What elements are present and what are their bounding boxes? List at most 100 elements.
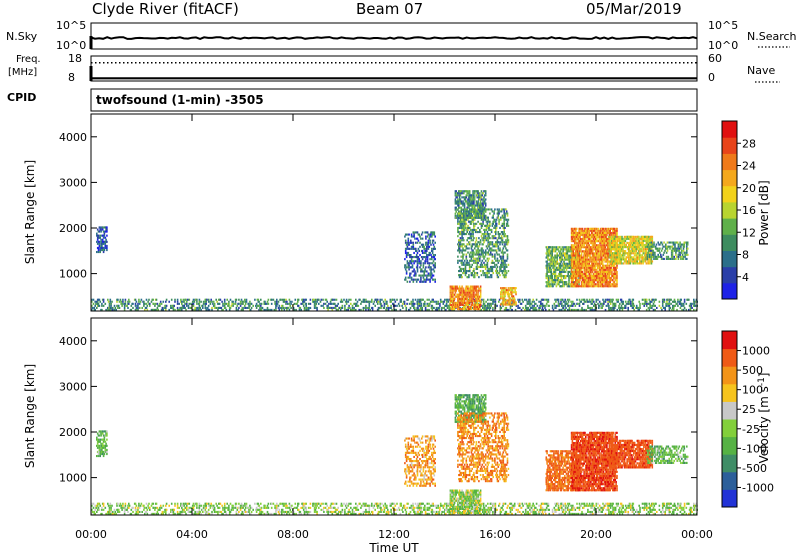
rti-cell xyxy=(429,254,431,256)
rti-cell xyxy=(483,210,485,212)
rti-cell xyxy=(664,299,666,301)
rti-cell xyxy=(395,305,397,307)
rti-cell xyxy=(415,242,417,244)
rti-cell xyxy=(421,234,423,236)
rti-cell xyxy=(429,252,431,254)
rti-cell xyxy=(565,275,567,277)
rti-cell xyxy=(548,279,550,281)
rti-cell xyxy=(240,303,242,305)
rti-cell xyxy=(454,308,456,310)
rti-cell xyxy=(146,303,148,305)
rti-cell xyxy=(473,290,475,292)
rti-cell xyxy=(147,305,149,307)
rti-cell xyxy=(590,307,592,309)
rti-cell xyxy=(642,299,644,301)
rti-cell xyxy=(472,298,474,300)
rti-cell xyxy=(486,229,488,231)
rti-cell xyxy=(125,299,127,301)
rti-cell xyxy=(159,303,161,305)
rti-cell xyxy=(586,244,588,246)
rti-cell xyxy=(485,215,487,217)
rti-cell xyxy=(564,248,566,250)
rti-cell xyxy=(459,296,461,298)
rti-cell xyxy=(501,208,503,210)
rti-cell xyxy=(455,190,457,192)
rti-cell xyxy=(578,238,580,240)
rti-cell xyxy=(413,231,415,233)
rti-cell xyxy=(493,221,495,223)
rti-cell xyxy=(466,292,468,294)
rti-cell xyxy=(669,301,671,303)
rti-cell xyxy=(507,213,509,215)
rti-cell xyxy=(567,303,569,305)
rti-cell xyxy=(418,258,420,260)
rti-cell xyxy=(418,275,420,277)
rti-cell xyxy=(546,269,548,271)
rti-cell xyxy=(566,269,568,271)
rti-cell xyxy=(560,257,562,259)
rti-cell xyxy=(492,241,494,243)
rti-cell xyxy=(155,303,157,305)
rti-cell xyxy=(417,299,419,301)
rti-cell xyxy=(576,299,578,301)
rti-cell xyxy=(502,266,504,268)
rti-cell xyxy=(487,299,489,301)
rti-cell xyxy=(512,289,514,291)
rti-cell xyxy=(471,235,473,237)
rti-cell xyxy=(581,269,583,271)
rti-cell xyxy=(422,250,424,252)
rti-cell xyxy=(476,209,478,211)
rti-cell xyxy=(494,264,496,266)
rti-cell xyxy=(514,299,516,301)
rti-cell xyxy=(248,307,250,309)
rti-cell xyxy=(492,272,494,274)
rti-cell xyxy=(496,219,498,221)
rti-cell xyxy=(425,244,427,246)
rti-cell xyxy=(357,301,359,303)
rti-cell xyxy=(298,299,300,301)
rti-cell xyxy=(409,275,411,277)
rti-cell xyxy=(469,200,471,202)
rti-cell xyxy=(459,215,461,217)
rti-cell xyxy=(434,258,436,260)
rti-cell xyxy=(501,260,503,262)
rti-cell xyxy=(417,260,419,262)
rti-cell xyxy=(585,257,587,259)
rti-cell xyxy=(607,230,609,232)
rti-cell xyxy=(504,227,506,229)
rti-cell xyxy=(136,301,138,303)
rti-cell xyxy=(118,305,120,307)
rti-cell xyxy=(598,248,600,250)
rti-cell xyxy=(474,308,476,310)
rti-cell xyxy=(181,307,183,309)
rti-cell xyxy=(466,296,468,298)
rti-cell xyxy=(471,304,473,306)
rti-cell xyxy=(480,210,482,212)
rti-cell xyxy=(473,194,475,196)
rti-cell xyxy=(628,303,630,305)
rti-cell xyxy=(608,305,610,307)
rti-cell xyxy=(450,290,452,292)
rti-cell xyxy=(677,301,679,303)
rti-cell xyxy=(492,268,494,270)
rti-cell xyxy=(605,301,607,303)
rti-cell xyxy=(411,279,413,281)
rti-cell xyxy=(189,299,191,301)
rti-cell xyxy=(684,301,686,303)
rti-cell xyxy=(563,246,565,248)
rti-cell xyxy=(503,208,505,210)
rti-cell xyxy=(612,283,614,285)
rti-cell xyxy=(262,307,264,309)
rti-cell xyxy=(593,301,595,303)
rti-cell xyxy=(560,263,562,265)
rti-cell xyxy=(358,305,360,307)
rti-cell xyxy=(254,299,256,301)
rti-cell xyxy=(595,265,597,267)
rti-cell xyxy=(515,293,517,295)
rti-cell xyxy=(260,299,262,301)
rti-cell xyxy=(577,303,579,305)
rti-cell xyxy=(562,299,564,301)
rti-cell xyxy=(483,237,485,239)
rti-cell xyxy=(434,236,436,238)
rti-cell xyxy=(480,292,482,294)
